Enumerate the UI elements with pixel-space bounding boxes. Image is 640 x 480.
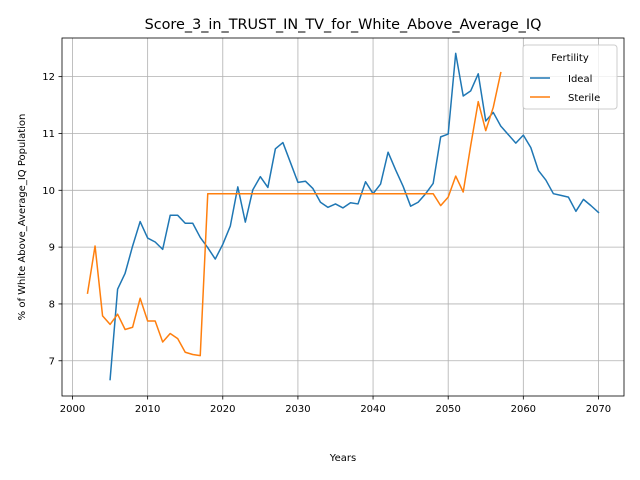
x-tick-label: 2030 [285, 404, 310, 415]
legend-title: Fertility [551, 53, 589, 64]
series-line-ideal [109, 52, 600, 381]
legend-box [522, 44, 618, 110]
x-tick-label: 2010 [135, 404, 160, 415]
x-tick-label: 2040 [360, 404, 385, 415]
y-tick-label: 7 [49, 356, 55, 367]
legend-label-sterile: Sterile [568, 93, 600, 104]
series-layer [86, 52, 600, 381]
y-tick-label: 10 [42, 186, 55, 197]
legend: Fertility Ideal Sterile [522, 44, 618, 110]
y-axis: 7 8 9 10 11 12 [42, 72, 62, 367]
y-tick-label: 8 [49, 299, 55, 310]
x-tick-label: 2000 [60, 404, 85, 415]
y-tick-label: 9 [49, 243, 55, 254]
x-tick-label: 2060 [511, 404, 536, 415]
x-axis-label: Years [329, 453, 356, 464]
x-axis: 2000 2010 2020 2030 2040 2050 2060 2070 [60, 396, 611, 415]
series-line-sterile [86, 71, 502, 357]
chart-title: Score_3_in_TRUST_IN_TV_for_White_Above_A… [145, 17, 542, 33]
legend-label-ideal: Ideal [568, 74, 592, 85]
plot-frame [61, 37, 625, 397]
x-tick-label: 2070 [586, 404, 611, 415]
y-tick-label: 12 [42, 72, 55, 83]
y-axis-label: % of White Above_Average_IQ Population [17, 114, 28, 321]
y-tick-label: 11 [42, 129, 55, 140]
x-tick-label: 2020 [210, 404, 235, 415]
x-tick-label: 2050 [435, 404, 460, 415]
